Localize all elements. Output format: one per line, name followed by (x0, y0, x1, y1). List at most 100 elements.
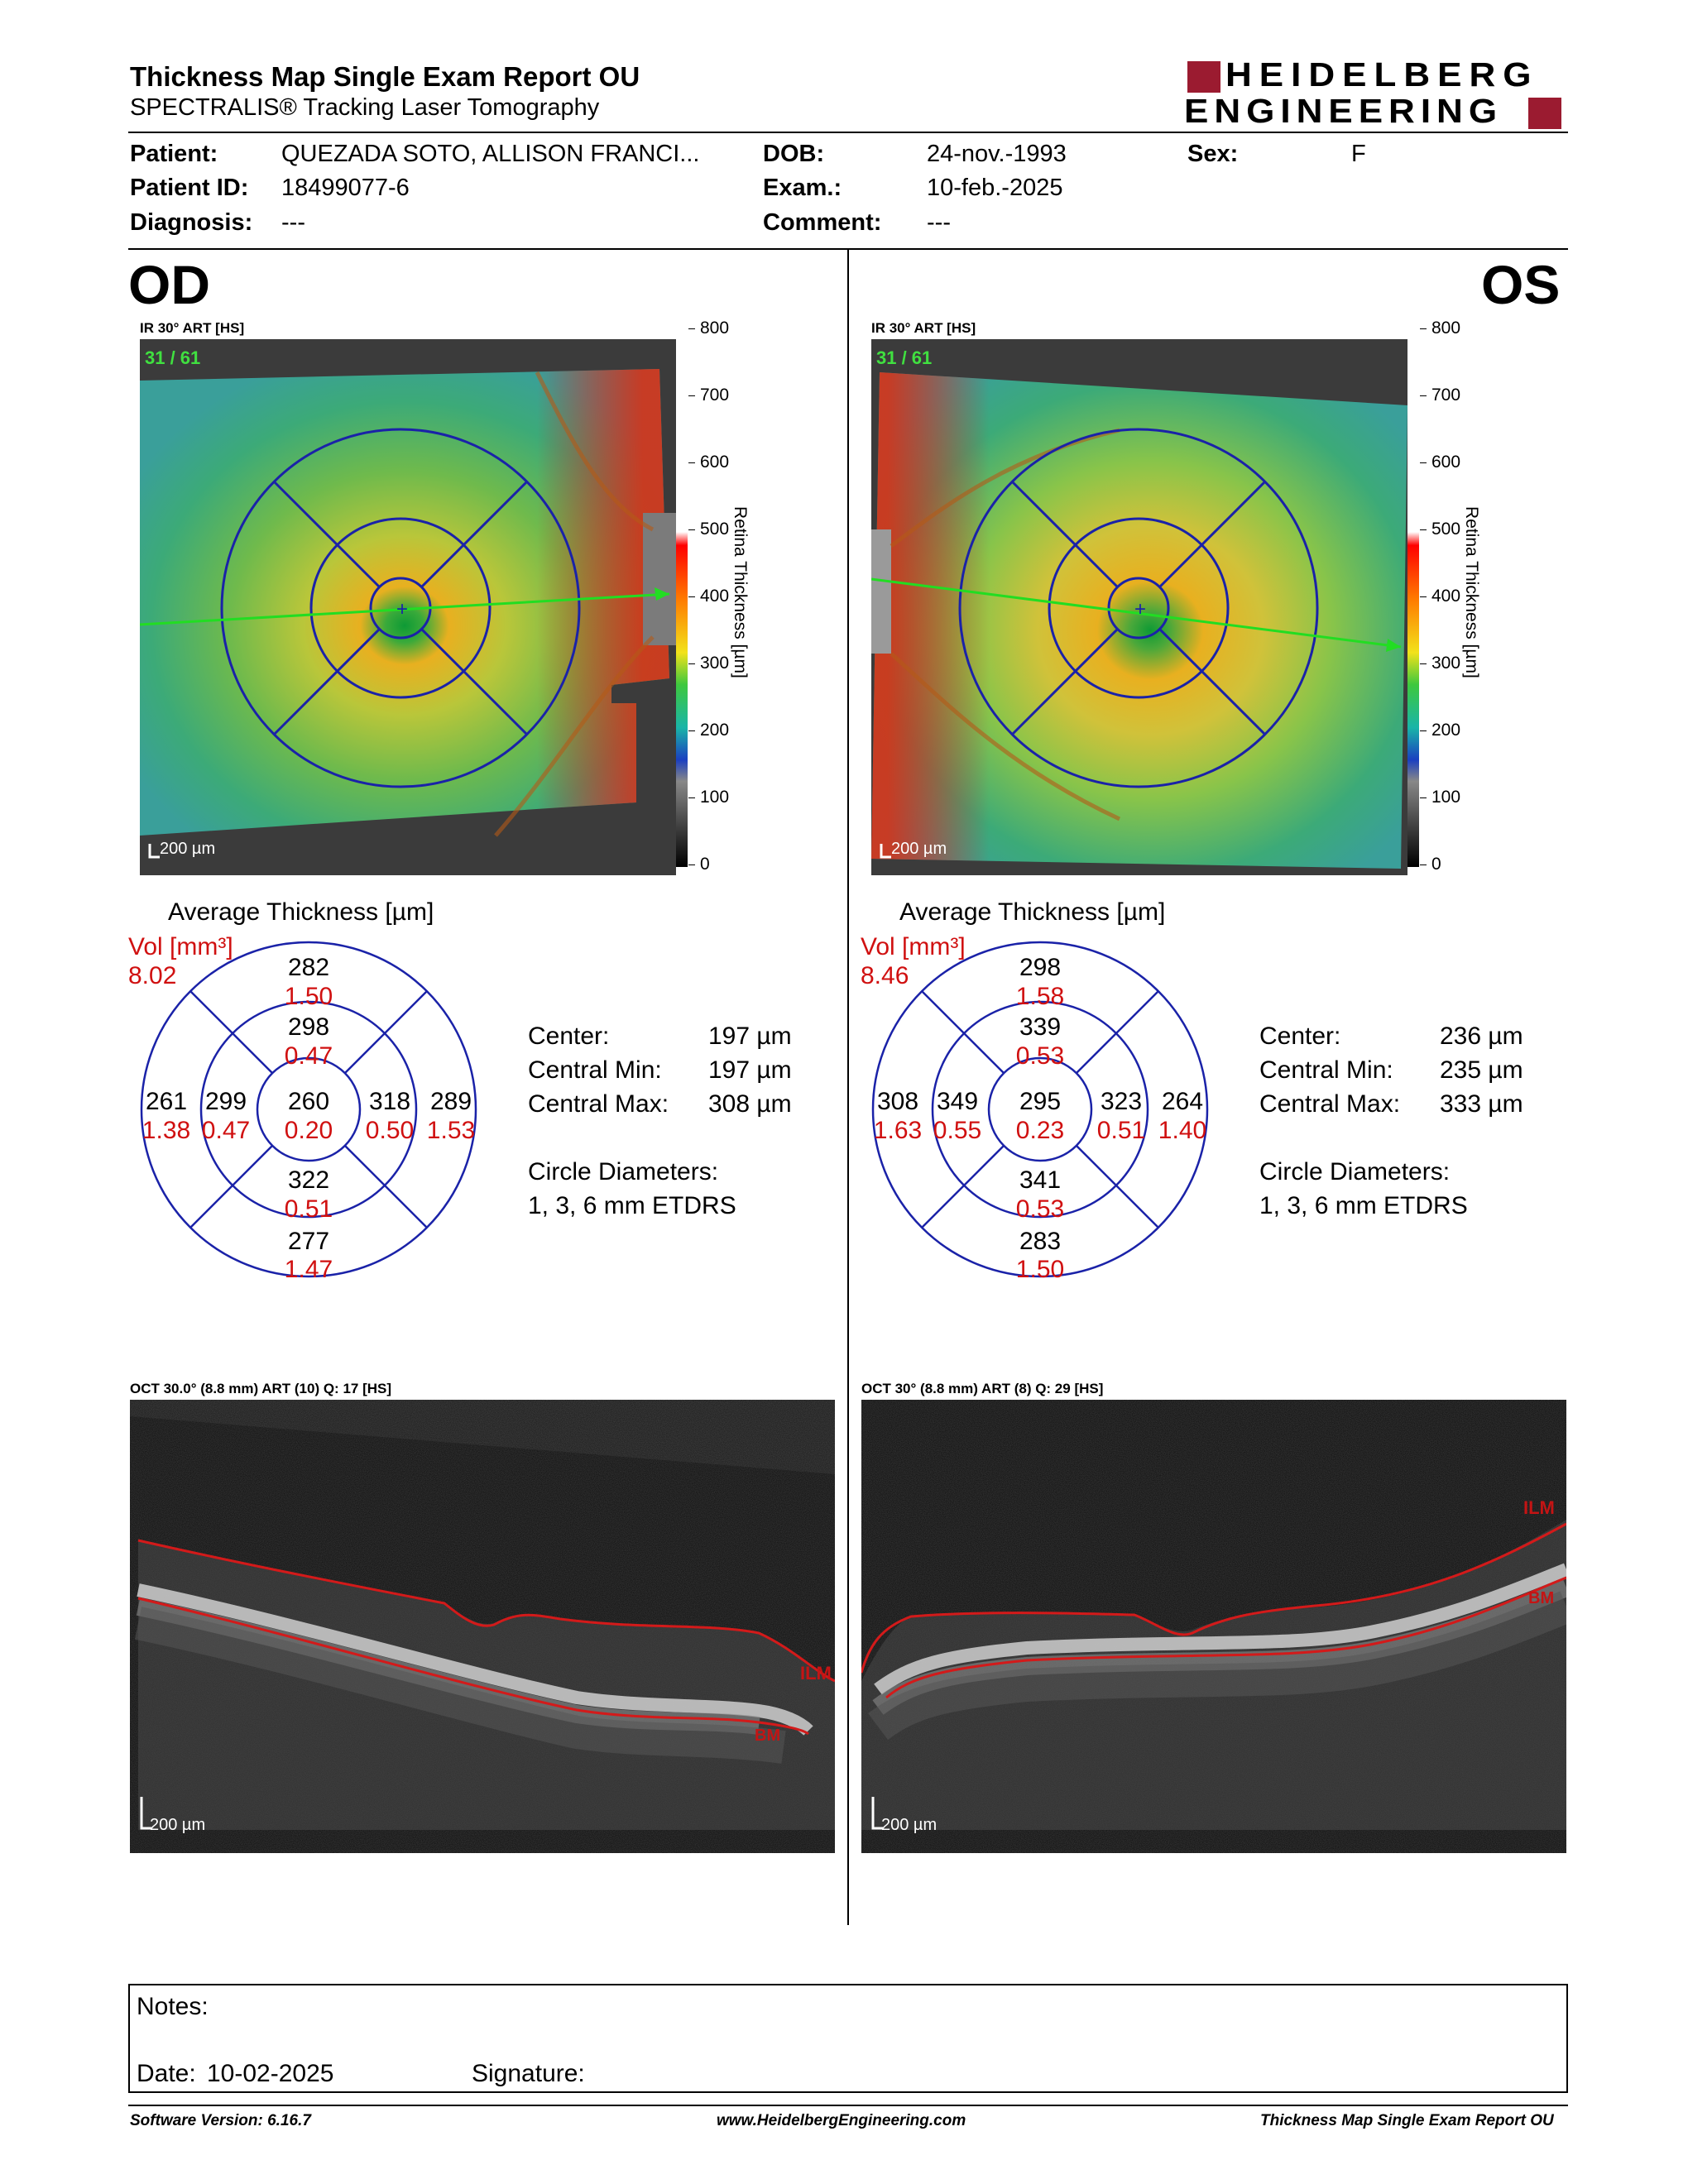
od-avg-title: Average Thickness [µm] (168, 898, 434, 926)
patient-name: QUEZADA SOTO, ALLISON FRANCI... (281, 141, 700, 167)
od-scale-tick-mark (688, 730, 695, 731)
os-inner-superior-vol: 0.53 (1016, 1042, 1064, 1070)
os-outer-inferior-vol: 1.50 (1016, 1256, 1064, 1279)
os-scale-tick-mark (1420, 395, 1427, 396)
os-scale-tick: 700 (1431, 386, 1461, 405)
patient-label: Patient: (130, 141, 218, 167)
os-central-max-value: 333 µm (1440, 1090, 1523, 1118)
comment-label: Comment: (763, 209, 882, 236)
od-scale-tick: 400 (700, 587, 730, 606)
os-scale-tick: 800 (1431, 318, 1461, 338)
od-center-label: Center: (528, 1023, 610, 1050)
od-scale-tick-mark (688, 328, 695, 329)
od-scale-tick-mark (688, 462, 695, 463)
od-scale-tick: 0 (700, 855, 710, 874)
od-bm-label: BM (755, 1727, 780, 1745)
od-ilm-label: ILM (800, 1663, 832, 1684)
os-outer-inferior: 283 (1019, 1228, 1061, 1255)
od-scale-tick-mark (688, 529, 695, 530)
logo-square-top (1187, 61, 1220, 93)
os-center-thickness: 295 (1019, 1088, 1061, 1115)
os-scale-tick: 600 (1431, 453, 1461, 472)
od-frame-counter: 31 / 61 (145, 347, 200, 368)
os-inner-nasal-vol: 0.51 (1097, 1117, 1145, 1144)
od-scale-tick: 300 (700, 654, 730, 673)
od-etdrs-overlay (220, 428, 581, 788)
os-scale-tick-mark (1420, 730, 1427, 731)
header-rule (128, 132, 1568, 133)
os-ilm-line (861, 1522, 1566, 1674)
os-central-min-label: Central Min: (1259, 1056, 1393, 1084)
footer-report-name: Thickness Map Single Exam Report OU (1260, 2112, 1554, 2129)
os-vol-label: Vol [mm³] (861, 933, 966, 960)
od-outer-superior-vol: 1.50 (285, 983, 333, 1010)
os-etdrs-chart: 298 1.58 339 0.53 308 1.63 349 0.55 295 … (870, 940, 1210, 1283)
os-central-max-label: Central Max: (1259, 1090, 1401, 1118)
od-central-max-label: Central Max: (528, 1090, 669, 1118)
od-outer-inferior: 277 (288, 1228, 329, 1255)
report-subtitle: SPECTRALIS® Tracking Laser Tomography (130, 94, 600, 121)
od-outer-temporal: 261 (146, 1088, 187, 1115)
od-central-min-label: Central Min: (528, 1056, 662, 1084)
software-version: Software Version: 6.16.7 (130, 2112, 311, 2129)
od-center-vol: 0.20 (285, 1117, 333, 1144)
od-oct-scalebar: 200 µm (150, 1816, 205, 1834)
exam-date: 10-feb.-2025 (927, 175, 1063, 201)
logo-square-bottom (1528, 98, 1561, 129)
signature-label[interactable]: Signature: (472, 2060, 585, 2087)
diagnosis: --- (281, 209, 305, 236)
od-fundus-scalebar: 200 µm (160, 840, 215, 858)
os-inner-temporal-vol: 0.55 (933, 1117, 981, 1144)
os-outer-superior-vol: 1.58 (1016, 983, 1064, 1010)
sex-label: Sex: (1187, 141, 1239, 167)
os-scale-tick-mark (1420, 529, 1427, 530)
os-outer-nasal: 264 (1162, 1088, 1203, 1115)
od-scale-tick-mark (688, 663, 695, 664)
footer-url[interactable]: www.HeidelbergEngineering.com (717, 2112, 966, 2129)
os-center-vol: 0.23 (1016, 1117, 1064, 1144)
exam-label: Exam.: (763, 175, 842, 201)
od-scale-tick: 700 (700, 386, 730, 405)
od-oct-label: OCT 30.0° (8.8 mm) ART (10) Q: 17 [HS] (130, 1381, 392, 1396)
od-ir-label: IR 30° ART [HS] (140, 320, 245, 336)
os-scale-tick-mark (1420, 328, 1427, 329)
od-fundus-svg: 31 / 61 + 200 µm (140, 339, 676, 875)
os-fundus-map: 31 / 61 + 200 µm (871, 339, 1407, 875)
patient-id: 18499077-6 (281, 175, 410, 201)
od-inner-superior: 298 (288, 1013, 329, 1041)
od-central-max-value: 308 µm (708, 1090, 792, 1118)
od-ilm-line (137, 1539, 835, 1683)
os-inner-inferior-vol: 0.53 (1016, 1195, 1064, 1223)
os-bm-line (885, 1576, 1566, 1699)
od-inner-nasal: 318 (369, 1088, 410, 1115)
os-scale-tick: 200 (1431, 721, 1461, 740)
os-scale-tick: 100 (1431, 788, 1461, 807)
os-circle-diameters-value: 1, 3, 6 mm ETDRS (1259, 1192, 1468, 1219)
od-center-value: 197 µm (708, 1023, 792, 1050)
od-eye-label: OD (128, 254, 210, 315)
os-fundus-scalebar: 200 µm (891, 840, 947, 858)
od-inner-temporal-vol: 0.47 (202, 1117, 250, 1144)
os-bm-label: BM (1528, 1589, 1554, 1607)
od-scale-tick-mark (688, 864, 695, 865)
os-eye-label: OS (1481, 254, 1561, 315)
os-ilm-label: ILM (1523, 1497, 1555, 1518)
od-circle-diameters-label: Circle Diameters: (528, 1158, 719, 1185)
od-outer-nasal: 289 (430, 1088, 472, 1115)
logo-text-top: HEIDELBERG (1225, 56, 1539, 94)
od-scale-tick-mark (688, 395, 695, 396)
od-outer-temporal-vol: 1.38 (142, 1117, 190, 1144)
footer-rule (128, 2105, 1568, 2106)
od-scale-title: Retina Thickness [µm] (731, 506, 750, 678)
os-inner-nasal: 323 (1101, 1088, 1142, 1115)
notes-box[interactable] (128, 1984, 1568, 2093)
logo-text-bottom: ENGINEERING (1184, 93, 1503, 131)
os-scale-tick-mark (1420, 864, 1427, 865)
sex: F (1351, 141, 1366, 167)
od-scale-tick-mark (688, 797, 695, 798)
od-inner-inferior-vol: 0.51 (285, 1195, 333, 1223)
os-outer-nasal-vol: 1.40 (1158, 1117, 1206, 1144)
os-scale-tick: 300 (1431, 654, 1461, 673)
notes-label: Notes: (137, 1993, 209, 2020)
date-value: 10-02-2025 (207, 2060, 334, 2087)
